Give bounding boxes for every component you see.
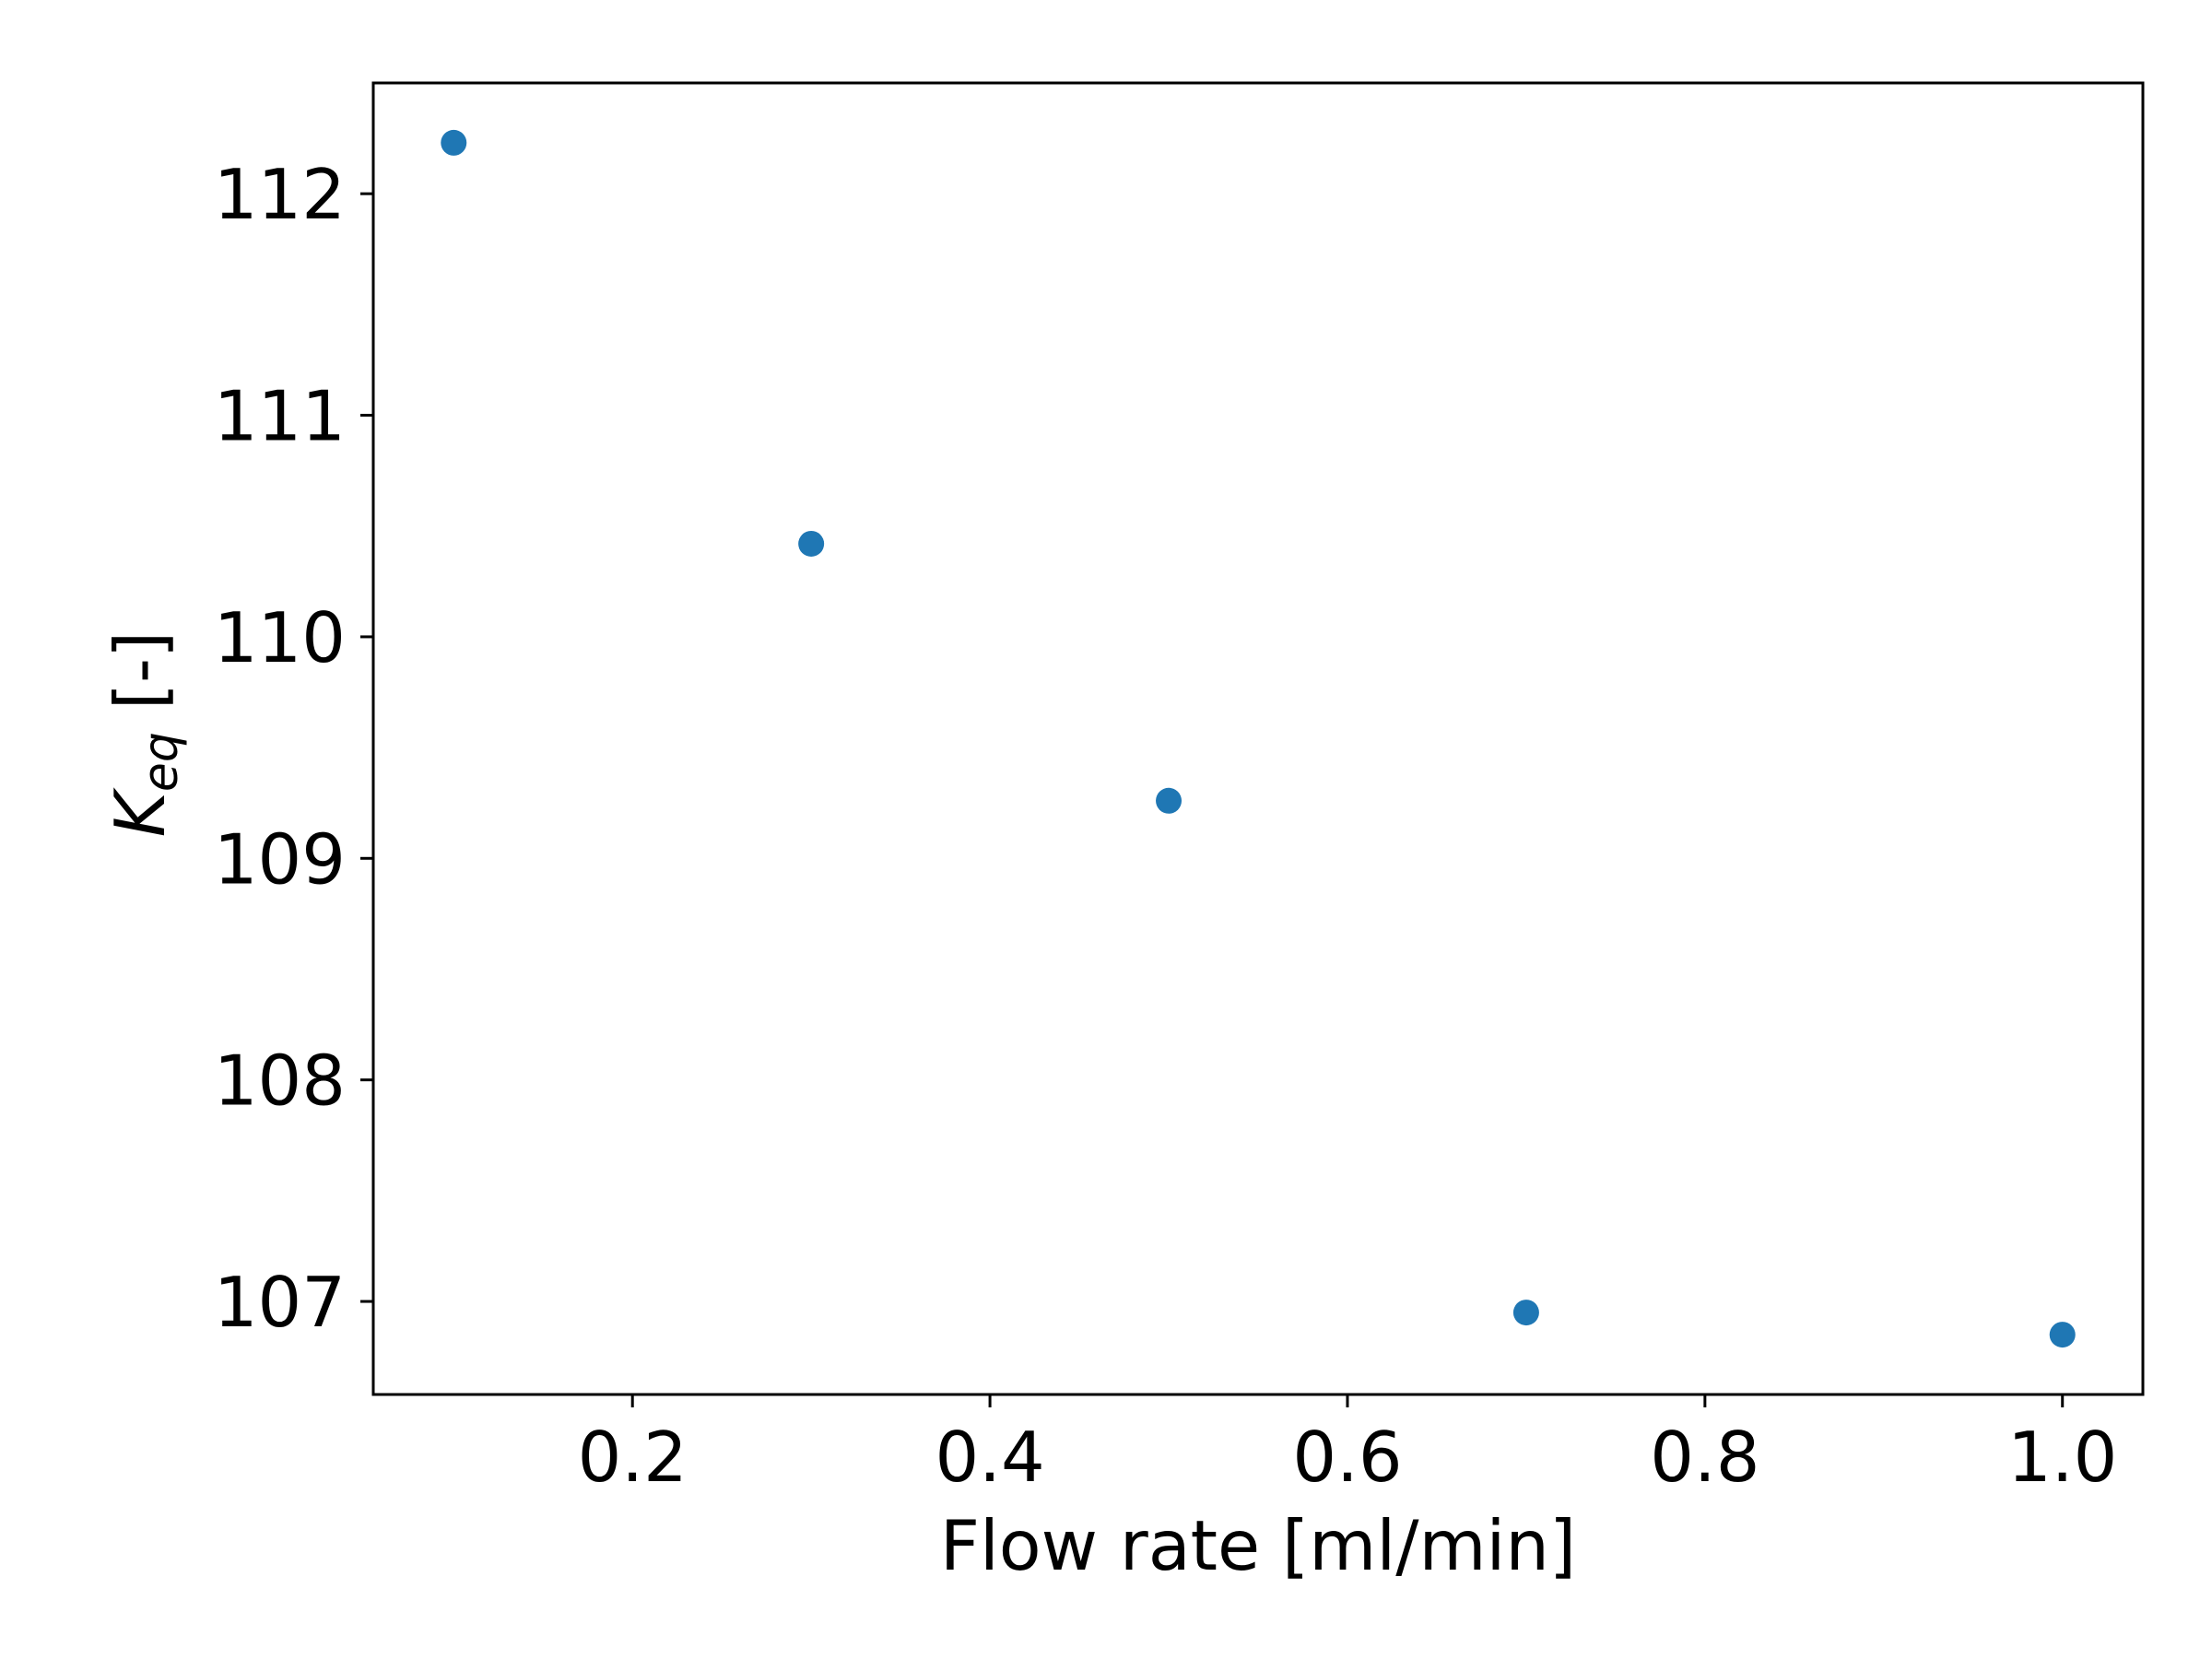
y-tick-label: 110 (214, 597, 346, 678)
data-point (1156, 787, 1182, 814)
y-axis-label-subscript: eq (134, 732, 189, 792)
x-axis-label: Flow rate [ml/min] (940, 1505, 1576, 1586)
y-axis-label-main: K (100, 786, 181, 837)
data-point (1512, 1300, 1539, 1326)
x-tick-label: 0.6 (1292, 1417, 1402, 1498)
plot-frame (371, 81, 2145, 1396)
y-tick-label: 107 (214, 1262, 346, 1343)
y-axis-label-suffix: [-] (100, 631, 181, 732)
x-tick-label: 0.4 (935, 1417, 1044, 1498)
data-points (441, 129, 2076, 1348)
y-tick-label: 112 (214, 154, 346, 235)
y-tick-label: 108 (214, 1041, 346, 1122)
y-tick-label: 111 (214, 376, 346, 457)
x-tick-label: 0.8 (1650, 1417, 1759, 1498)
data-point (2049, 1322, 2076, 1348)
y-tick-label: 109 (214, 818, 346, 900)
y-axis-label: Keq [-] (100, 631, 189, 838)
data-point (441, 129, 467, 156)
y-axis: 107 108 109 110 111 112 (214, 154, 373, 1343)
x-tick-label: 0.2 (578, 1417, 688, 1498)
x-tick-label: 1.0 (2007, 1417, 2117, 1498)
x-axis: 0.2 0.4 0.6 0.8 1.0 (578, 1394, 2117, 1498)
data-point (798, 530, 825, 557)
